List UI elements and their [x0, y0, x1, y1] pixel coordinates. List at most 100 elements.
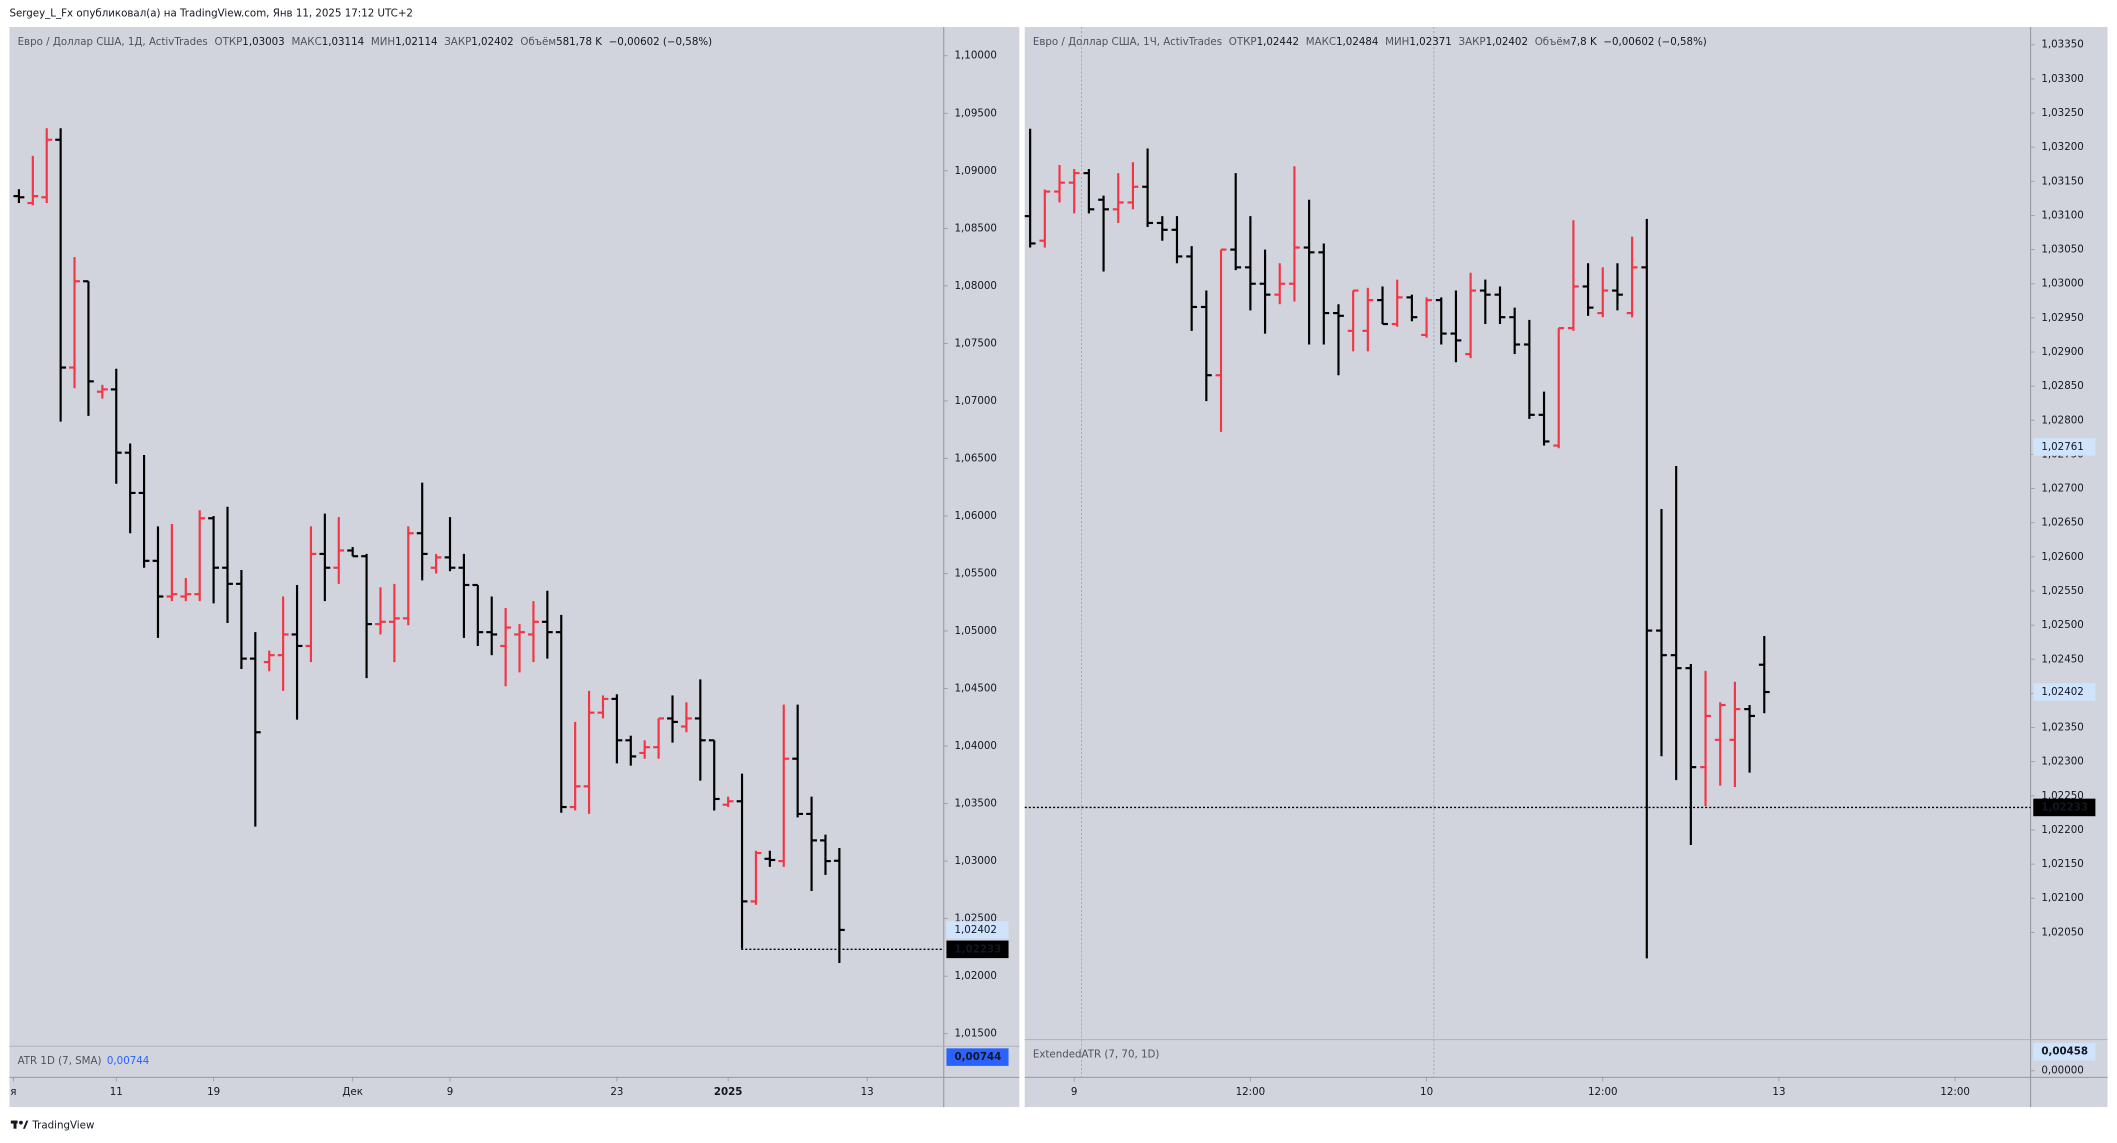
- legend-value: 7,8 K: [1570, 36, 1597, 48]
- legend-value: 1,02371: [1409, 36, 1451, 48]
- y-tick-label: 1,08000: [955, 280, 997, 292]
- chart-pane: [1024, 27, 2108, 1108]
- legend-change: −0,00602 (−0,58%): [1603, 36, 1706, 48]
- y-tick-label: 1,04500: [955, 683, 997, 695]
- legend-label: МАКС: [1306, 36, 1336, 48]
- y-tick-label: 1,07000: [955, 395, 997, 407]
- y-tick-label: 1,03350: [2041, 39, 2083, 51]
- price-label: 1,02402: [955, 924, 997, 936]
- price-label-box: [2033, 798, 2096, 817]
- legend-label: МИН: [371, 36, 395, 48]
- y-tick-label: 1,03000: [955, 855, 997, 867]
- indicator-name: ExtendedATR (7, 70, 1D): [1033, 1048, 1160, 1060]
- x-tick-label: 13: [1772, 1086, 1785, 1098]
- indicator-value-label: 0,00458: [2041, 1046, 2088, 1058]
- y-tick-label: 1,03300: [2041, 73, 2083, 85]
- y-tick-label: 1,02100: [2041, 892, 2083, 904]
- x-tick-label: 12:00: [1236, 1086, 1266, 1098]
- y-tick-label: 1,02000: [955, 970, 997, 982]
- y-tick-label: 1,03100: [2041, 209, 2083, 221]
- legend-change: −0,00602 (−0,58%): [609, 36, 712, 48]
- indicator-tick-label: 0,00000: [2041, 1065, 2083, 1077]
- y-tick-label: 1,01500: [955, 1028, 997, 1040]
- legend-value: 1,02442: [1257, 36, 1299, 48]
- price-label: 1,02233: [955, 943, 1002, 955]
- y-tick-label: 1,02500: [2041, 619, 2083, 631]
- y-tick-label: 1,02850: [2041, 380, 2083, 392]
- y-tick-label: 1,06000: [955, 510, 997, 522]
- x-tick-label: 10: [1420, 1086, 1433, 1098]
- price-label-box: [2033, 683, 2096, 701]
- tv-logo: [10, 1120, 29, 1129]
- y-tick-label: 1,03000: [2041, 278, 2083, 290]
- y-tick-label: 1,03050: [2041, 244, 2083, 256]
- legend: Евро / Доллар США, 1Д, ActivTrades ОТКР1,…: [18, 36, 713, 48]
- legend-symbol: Евро / Доллар США, 1Д, ActivTrades: [18, 36, 208, 48]
- indicator-value-box: [946, 1048, 1009, 1066]
- y-tick-label: 1,03250: [2041, 107, 2083, 119]
- indicator-legend: ExtendedATR (7, 70, 1D): [1033, 1048, 1160, 1060]
- legend-value: 1,02484: [1336, 36, 1378, 48]
- legend-value: 1,02114: [395, 36, 437, 48]
- y-tick-label: 1,08500: [955, 222, 997, 234]
- y-tick-label: 1,02950: [2041, 312, 2083, 324]
- price-label: 1,02402: [2041, 686, 2083, 698]
- x-tick-label: 12:00: [1588, 1086, 1618, 1098]
- y-tick-label: 1,10000: [955, 50, 997, 62]
- price-label-box: [2033, 438, 2096, 456]
- indicator-value: 0,00744: [107, 1055, 149, 1067]
- legend-label: ОТКР: [215, 36, 243, 48]
- y-tick-label: 1,09000: [955, 165, 997, 177]
- x-tick-label: 13: [861, 1086, 874, 1098]
- legend-label: МИН: [1385, 36, 1409, 48]
- x-tick-label: 9: [1071, 1086, 1078, 1098]
- y-tick-label: 1,07500: [955, 337, 997, 349]
- x-tick-label: 2025: [714, 1086, 743, 1098]
- y-tick-label: 1,04000: [955, 740, 997, 752]
- x-tick-label: 23: [610, 1086, 623, 1098]
- chart-pane: [9, 27, 1020, 1108]
- y-tick-label: 1,06500: [955, 452, 997, 464]
- x-tick-label: Дек: [342, 1086, 363, 1098]
- brand: TradingView: [31, 1119, 94, 1131]
- y-tick-label: 1,03150: [2041, 175, 2083, 187]
- publisher-line: Sergey_L_Fx опубликовал(а) на TradingVie…: [9, 8, 412, 20]
- price-label-box: [946, 940, 1009, 959]
- y-tick-label: 1,05000: [955, 625, 997, 637]
- legend-value: 1,02402: [471, 36, 513, 48]
- legend-value: 1,03114: [322, 36, 364, 48]
- legend-label: Объём: [1535, 36, 1571, 48]
- indicator-value-label: 0,00744: [955, 1051, 1002, 1063]
- x-tick-label: 9: [447, 1086, 454, 1098]
- y-tick-label: 1,03500: [955, 798, 997, 810]
- price-label: 1,02761: [2041, 441, 2083, 453]
- indicator-name: ATR 1D (7, SMA): [18, 1055, 102, 1067]
- y-tick-label: 1,02150: [2041, 858, 2083, 870]
- y-tick-label: 1,03200: [2041, 141, 2083, 153]
- price-label: 1,02233: [2041, 801, 2088, 813]
- y-tick-label: 1,02050: [2041, 926, 2083, 938]
- price-label-box: [946, 921, 1009, 939]
- legend-value: 1,02402: [1486, 36, 1528, 48]
- y-tick-label: 1,02700: [2041, 483, 2083, 495]
- x-tick-label: 11: [110, 1086, 123, 1098]
- x-tick-label: 19: [207, 1086, 220, 1098]
- indicator-value-box: [2033, 1042, 2096, 1061]
- indicator-legend: ATR 1D (7, SMA) 0,00744: [18, 1055, 150, 1067]
- legend-symbol: Евро / Доллар США, 1Ч, ActivTrades: [1033, 36, 1222, 48]
- legend-value: 581,78 K: [556, 36, 602, 48]
- y-tick-label: 1,02900: [2041, 346, 2083, 358]
- legend-value: 1,03003: [242, 36, 284, 48]
- y-tick-label: 1,02800: [2041, 414, 2083, 426]
- legend-label: ЗАКР: [444, 36, 471, 48]
- legend-label: ЗАКР: [1459, 36, 1486, 48]
- y-tick-label: 1,02200: [2041, 824, 2083, 836]
- y-tick-label: 1,05500: [955, 567, 997, 579]
- legend-label: ОТКР: [1229, 36, 1257, 48]
- y-tick-label: 1,02450: [2041, 653, 2083, 665]
- legend-label: Объём: [520, 36, 556, 48]
- y-tick-label: 1,02350: [2041, 722, 2083, 734]
- legend-label: МАКС: [291, 36, 321, 48]
- x-tick-label: 12:00: [1940, 1086, 1970, 1098]
